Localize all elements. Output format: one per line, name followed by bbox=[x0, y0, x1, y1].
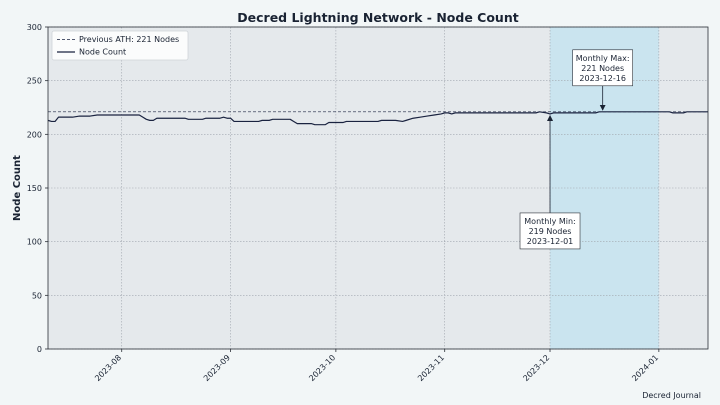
annotation-text-min: Monthly Min: bbox=[524, 217, 575, 226]
x-tick-label: 2023-09 bbox=[202, 353, 232, 383]
y-tick-label: 150 bbox=[27, 184, 42, 193]
y-tick-label: 50 bbox=[32, 291, 42, 300]
y-tick-label: 300 bbox=[27, 23, 42, 32]
y-axis-title: Node Count bbox=[12, 155, 23, 221]
annotation-box-min bbox=[519, 212, 581, 250]
legend-label-ath: Previous ATH: 221 Nodes bbox=[79, 35, 179, 44]
x-tick-label: 2023-08 bbox=[93, 353, 123, 383]
annotation-box-max bbox=[572, 49, 633, 87]
x-tick-label: 2023-10 bbox=[307, 353, 337, 383]
legend-box bbox=[51, 30, 189, 61]
legend-label-node-count: Node Count bbox=[79, 48, 126, 57]
annotation-text-min: 219 Nodes bbox=[529, 227, 572, 236]
y-tick-label: 0 bbox=[37, 345, 42, 354]
chart-title: Decred Lightning Network - Node Count bbox=[237, 10, 518, 25]
series-line-node-count bbox=[47, 111, 708, 126]
source-credit: Decred Journal bbox=[642, 391, 701, 400]
y-tick-label: 200 bbox=[27, 130, 42, 139]
annotation-text-min: 2023-12-01 bbox=[527, 237, 574, 246]
y-tick-label: 100 bbox=[27, 238, 42, 247]
annotation-text-max: 221 Nodes bbox=[581, 64, 624, 73]
annotation-text-max: Monthly Max: bbox=[576, 54, 630, 63]
x-tick-label: 2023-12 bbox=[521, 353, 551, 383]
x-tick-label: 2023-11 bbox=[416, 353, 446, 383]
annotation-text-max: 2023-12-16 bbox=[579, 74, 626, 83]
y-tick-label: 250 bbox=[27, 77, 42, 86]
x-tick-label: 2024-01 bbox=[630, 353, 660, 383]
